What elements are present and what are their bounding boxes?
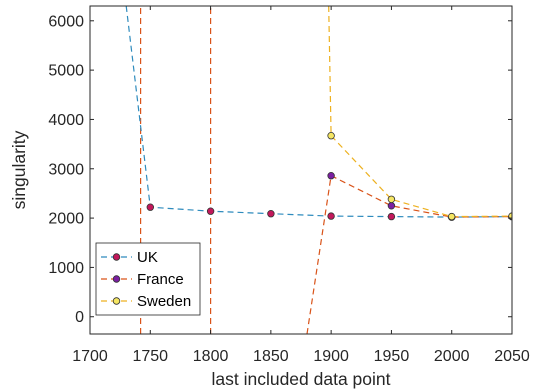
y-tick-label: 0 bbox=[75, 309, 84, 326]
axes-box bbox=[89, 5, 513, 335]
data-point-france bbox=[327, 171, 335, 180]
x-tick-label: 1700 bbox=[72, 348, 108, 365]
data-point-uk bbox=[146, 203, 154, 211]
legend-marker bbox=[112, 253, 121, 261]
y-tick-label: 1000 bbox=[48, 260, 84, 277]
x-tick-label: 1850 bbox=[253, 348, 289, 365]
y-tick-label: 2000 bbox=[48, 211, 84, 228]
legend-item-uk: UK bbox=[101, 249, 158, 266]
y-tick-label: 3000 bbox=[48, 161, 84, 178]
legend-label: Sweden bbox=[137, 293, 191, 310]
legend-marker bbox=[112, 275, 121, 283]
y-tick-label: 5000 bbox=[48, 63, 84, 80]
x-tick-label: 2000 bbox=[434, 348, 470, 365]
axes bbox=[89, 5, 513, 335]
legend-item-france: France bbox=[101, 271, 184, 288]
data-point-sweden bbox=[387, 195, 396, 203]
series-line-france bbox=[306, 174, 512, 334]
data-point-sweden bbox=[448, 212, 456, 221]
data-point-uk bbox=[206, 207, 215, 215]
x-tick-label: 1800 bbox=[193, 348, 229, 365]
series-line-uk bbox=[125, 6, 512, 218]
legend-label: UK bbox=[137, 249, 158, 266]
x-tick-label: 1900 bbox=[313, 348, 349, 365]
x-tick-label: 1750 bbox=[132, 348, 168, 365]
y-tick-label: 4000 bbox=[48, 112, 84, 129]
x-axis-label: last included data point bbox=[211, 369, 390, 389]
data-point-uk bbox=[267, 209, 275, 218]
series-line-sweden bbox=[328, 6, 512, 218]
data-point-sweden bbox=[327, 131, 335, 140]
legend-label: France bbox=[137, 271, 184, 288]
data-point-uk bbox=[327, 212, 335, 220]
legend-item-sweden: Sweden bbox=[101, 293, 191, 310]
y-tick-label: 6000 bbox=[48, 13, 84, 30]
x-tick-label: 1950 bbox=[374, 348, 410, 365]
data-point-uk bbox=[387, 212, 396, 221]
x-tick-label: 2050 bbox=[494, 348, 530, 365]
tick-labels: 1700 1750 1800 1850 1900 1950 2000 2050 0 1000 200… bbox=[48, 13, 529, 365]
data-point-france bbox=[387, 202, 396, 210]
legend-marker bbox=[112, 297, 121, 305]
legend: UK France Sweden bbox=[95, 242, 201, 316]
y-axis-label: singularity bbox=[9, 130, 29, 209]
